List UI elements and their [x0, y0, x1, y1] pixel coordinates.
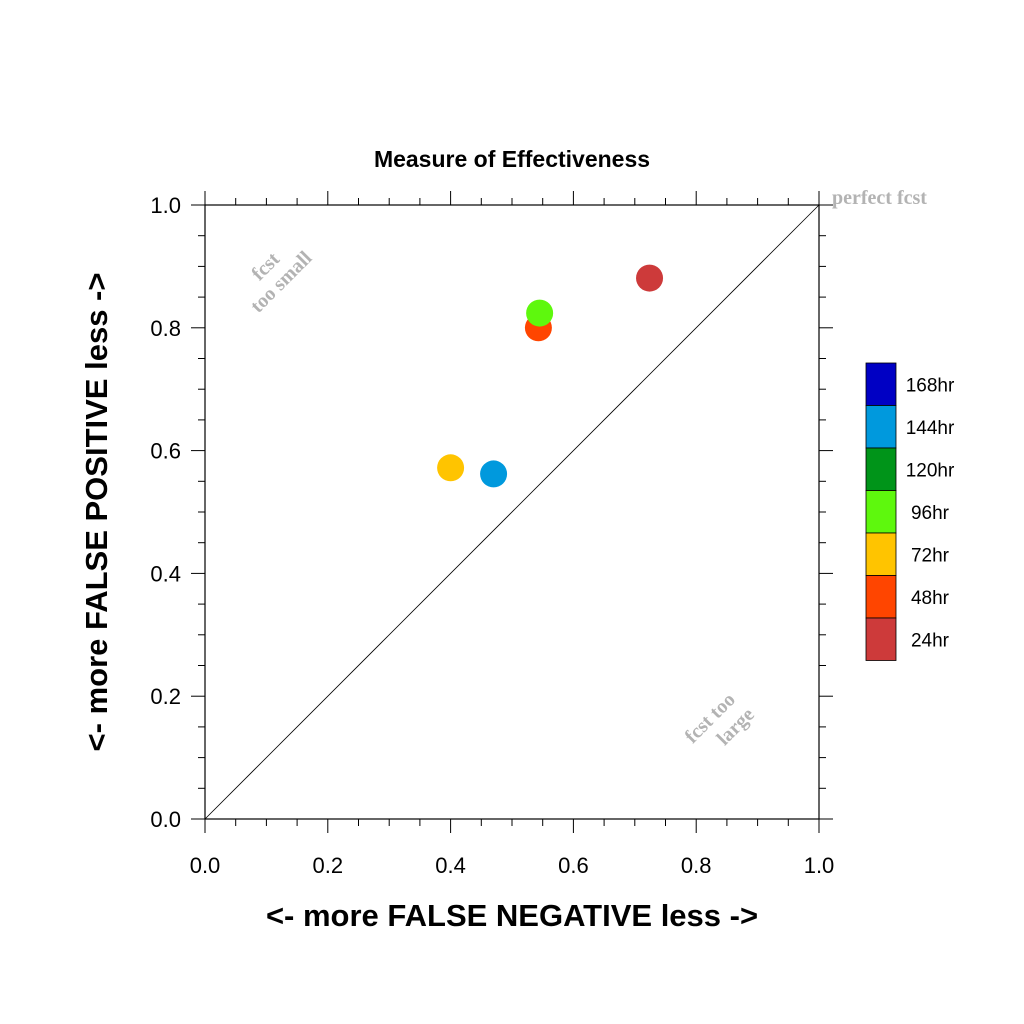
x-tick-label: 0.8 [681, 853, 712, 878]
legend: 168hr 144hr 120hr 96hr 72hr 48hr 24hr [865, 362, 955, 661]
legend-label-168hr: 168hr [906, 375, 955, 396]
legend-swatch-96hr [865, 490, 897, 534]
data-point-72hr [437, 454, 465, 482]
y-tick-label: 0.6 [150, 439, 181, 464]
legend-swatch-168hr [865, 362, 897, 406]
data-point-24hr [636, 264, 664, 292]
fcst-too-small-line2: too small [246, 247, 316, 317]
data-point-144hr [480, 460, 508, 488]
diagonal-line [204, 204, 820, 820]
y-tick-label: 0.4 [150, 561, 181, 586]
legend-label-72hr: 72hr [911, 545, 950, 566]
plot-axes: 0.0 0.2 0.4 0.6 0.8 1.0 0.0 0.2 0.4 0.6 0.8 1.0 [150, 191, 834, 878]
x-tick-label: 0.2 [313, 853, 344, 878]
y-tick-label: 0.2 [150, 684, 181, 709]
legend-swatch-120hr [865, 447, 897, 491]
perfect-forecast-diagonal [204, 204, 820, 820]
legend-label-120hr: 120hr [906, 460, 955, 481]
legend-label-144hr: 144hr [906, 418, 955, 439]
data-points [437, 264, 664, 488]
y-axis-title: <- more FALSE POSITIVE less -> [79, 273, 114, 752]
x-tick-label: 0.0 [190, 853, 221, 878]
x-tick-label: 0.6 [558, 853, 589, 878]
legend-label-24hr: 24hr [911, 630, 950, 651]
x-tick-label: 0.4 [435, 853, 466, 878]
legend-swatch-48hr [865, 575, 897, 619]
y-tick-label: 0.0 [150, 807, 181, 832]
perfect-forecast-label: perfect fcst [832, 187, 927, 209]
y-tick-label: 0.8 [150, 316, 181, 341]
y-tick-label: 1.0 [150, 193, 181, 218]
chart-title: Measure of Effectiveness [374, 146, 650, 172]
legend-swatch-24hr [865, 617, 897, 661]
legend-label-48hr: 48hr [911, 588, 950, 609]
data-point-96hr [526, 299, 554, 327]
legend-swatch-144hr [865, 405, 897, 449]
legend-swatch-72hr [865, 532, 897, 576]
legend-label-96hr: 96hr [911, 503, 950, 524]
x-axis-title: <- more FALSE NEGATIVE less -> [266, 898, 758, 933]
x-tick-label: 1.0 [804, 853, 835, 878]
